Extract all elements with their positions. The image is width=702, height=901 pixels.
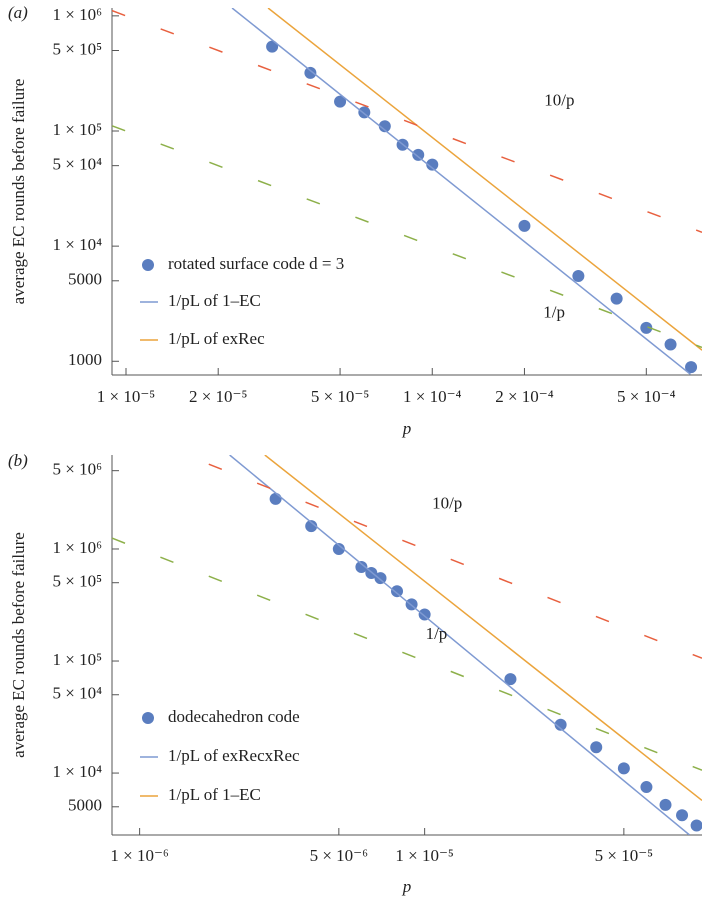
reference-line [112,537,702,771]
x-tick-label: 5 × 10⁻⁵ [595,846,654,865]
data-point [685,361,698,374]
plot-area [112,8,702,375]
x-tick-label: 1 × 10⁻⁴ [403,387,462,406]
data-point [412,148,425,161]
data-point [610,292,623,305]
panel-label: (a) [8,3,28,22]
y-tick-label: 5 × 10⁶ [52,460,102,479]
data-point [355,561,368,574]
legend-label: dodecahedron code [168,707,300,726]
data-point [690,819,702,832]
legend-label: 1/pL of exRecxRec [168,746,300,765]
fit-line [231,8,691,375]
y-tick-label: 5 × 10⁴ [52,684,102,703]
reference-line [112,9,702,233]
data-point [518,219,531,232]
legend-label: rotated surface code d = 3 [168,254,344,273]
y-tick-label: 5 × 10⁵ [52,572,102,591]
x-tick-label: 1 × 10⁻⁵ [395,846,454,865]
data-point [590,741,603,754]
y-axis-label: average EC rounds before failure [9,532,28,758]
plot-area [112,455,702,835]
fit-line [229,455,691,835]
data-point [334,95,347,108]
y-tick-label: 1000 [68,350,102,369]
y-axis-label: average EC rounds before failure [9,79,28,305]
data-point [426,158,439,171]
y-tick-label: 1 × 10⁴ [52,235,102,254]
x-tick-label: 1 × 10⁻⁵ [97,387,156,406]
y-tick-label: 1 × 10⁴ [52,762,102,781]
y-tick-label: 1 × 10⁵ [52,120,102,139]
data-point [617,762,630,775]
y-tick-label: 1 × 10⁵ [52,650,102,669]
data-point [305,520,318,533]
y-tick-label: 5000 [68,796,102,815]
x-tick-label: 5 × 10⁻⁶ [310,846,369,865]
data-point [391,585,404,598]
legend-label: 1/pL of 1–EC [168,291,261,310]
data-point [572,270,585,283]
y-tick-label: 5000 [68,270,102,289]
annotation: 1/p [543,302,565,321]
fit-line [267,8,702,351]
y-tick-label: 5 × 10⁴ [52,155,102,174]
fit-line [264,455,702,802]
x-tick-label: 5 × 10⁻⁴ [617,387,676,406]
annotation: 10/p [432,493,462,512]
data-point [374,572,387,585]
data-point [554,718,567,731]
reference-line [112,125,702,349]
data-point [640,321,653,334]
x-tick-label: 1 × 10⁻⁶ [110,846,169,865]
data-point [418,608,431,621]
x-tick-label: 5 × 10⁻⁵ [311,387,370,406]
data-point [332,542,345,555]
data-point [676,809,689,822]
data-point [640,781,653,794]
y-tick-label: 1 × 10⁶ [52,538,102,557]
legend-symbol [142,712,154,724]
panel-label: (b) [8,451,28,470]
legend-label: 1/pL of 1–EC [168,785,261,804]
data-point [269,492,282,505]
data-point [504,673,517,686]
x-axis-label: p [402,419,412,438]
annotation: 10/p [544,91,574,110]
reference-line [183,455,702,659]
data-point [664,338,677,351]
data-point [659,798,672,811]
x-tick-label: 2 × 10⁻⁵ [189,387,248,406]
legend-symbol [142,259,154,271]
y-tick-label: 1 × 10⁶ [52,5,102,24]
data-point [304,66,317,79]
data-point [378,120,391,133]
annotation: 1/p [426,624,448,643]
legend-label: 1/pL of exRec [168,329,265,348]
data-point [266,40,279,53]
x-tick-label: 2 × 10⁻⁴ [495,387,554,406]
y-tick-label: 5 × 10⁵ [52,39,102,58]
x-axis-label: p [402,877,412,896]
